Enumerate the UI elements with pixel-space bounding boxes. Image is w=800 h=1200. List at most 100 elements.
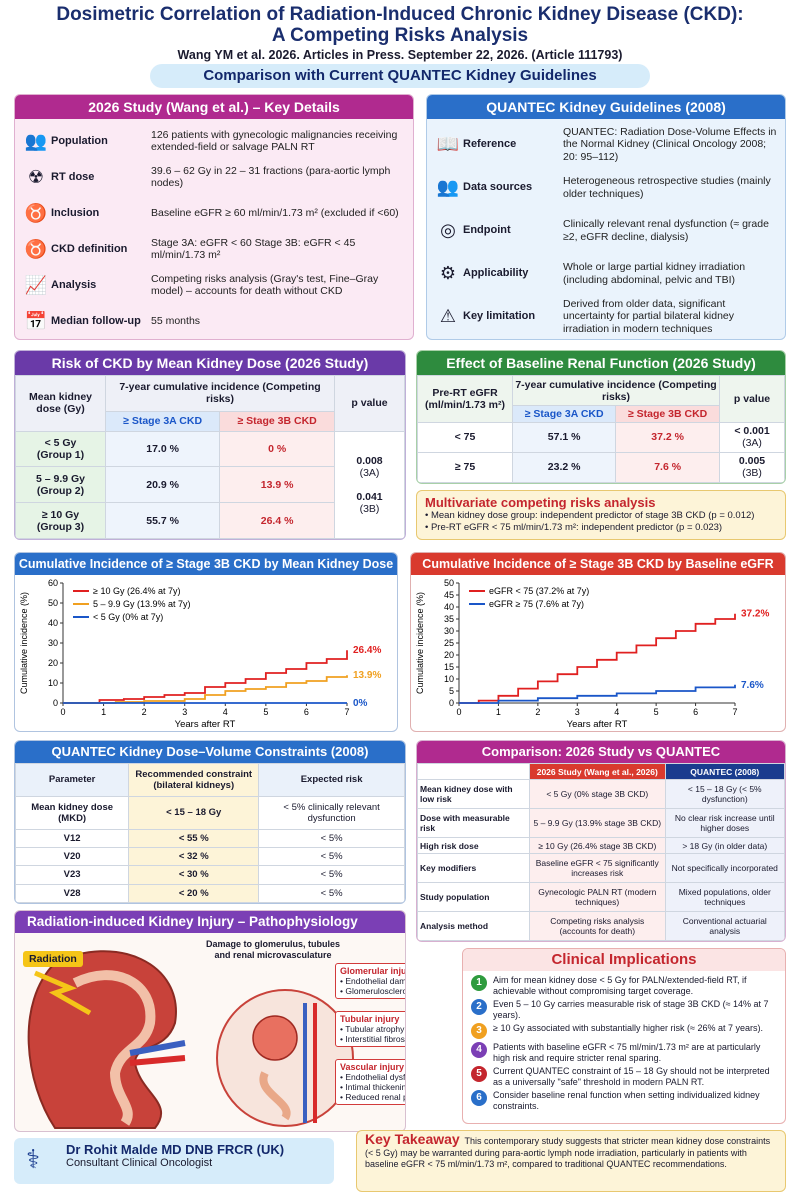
x-tick-label: 3	[182, 707, 187, 717]
comparison-quantec: Mixed populations, older techniques	[664, 882, 785, 913]
quantec-row-icon: ⚙	[439, 263, 457, 284]
implication-text: ≥ 10 Gy associated with substantially hi…	[493, 1023, 763, 1033]
x-tick-label: 4	[614, 707, 619, 717]
y-tick-label: 50	[444, 578, 454, 588]
implication-text: Patients with baseline eGFR < 75 ml/min/…	[493, 1042, 761, 1063]
glomerular-injury-box: Glomerular injury • Endothelial damage •…	[335, 963, 406, 999]
title-line-1: Dosimetric Correlation of Radiation-Indu…	[56, 4, 744, 25]
y-tick-label: 0	[449, 698, 454, 708]
x-axis-label: Years after RT	[175, 719, 236, 730]
legend-entry: eGFR ≥ 75 (7.6% at 7y)	[489, 599, 584, 609]
multivariate-box: Multivariate competing risks analysis • …	[416, 490, 786, 540]
multivariate-item-2-text: Pre-RT eGFR < 75 ml/min/1.73 m²: indepen…	[430, 522, 723, 533]
series-end-label: 26.4%	[353, 645, 381, 656]
study-row-icon: 📅	[24, 310, 48, 331]
multivariate-item-2: • Pre-RT eGFR < 75 ml/min/1.73 m²: indep…	[425, 522, 723, 533]
quantec-rows: 📖 Reference QUANTEC: Radiation Dose-Volu…	[427, 119, 785, 339]
constraint-parameter: V12	[15, 828, 130, 848]
x-tick-label: 5	[263, 707, 268, 717]
col-expected-risk: Expected risk	[258, 763, 405, 797]
table-row: Dose with measurable risk 5 – 9.9 Gy (13…	[417, 808, 785, 839]
y-tick-label: 0	[53, 698, 58, 708]
vascular-injury-item: Intimal thickening	[345, 1082, 406, 1092]
y-tick-label: 50	[48, 598, 58, 608]
multivariate-heading: Multivariate competing risks analysis	[425, 495, 656, 510]
constraint-parameter: Mean kidney dose (MKD)	[15, 795, 130, 830]
dose-group-sub: (Group 1)	[36, 449, 85, 462]
multivariate-item-1: • Mean kidney dose group: independent pr…	[425, 510, 755, 521]
study-row-value: 55 months	[151, 314, 201, 327]
list-item: 5 Current QUANTEC constraint of 15 – 18 …	[471, 1066, 777, 1087]
study-row-label: Median follow-up	[51, 314, 141, 327]
page-title: Dosimetric Correlation of Radiation-Indu…	[0, 4, 800, 46]
quantec-row-value: QUANTEC: Radiation Dose-Volume Effects i…	[563, 125, 777, 163]
implications-list: 1 Aim for mean kidney dose < 5 Gy for PA…	[463, 971, 785, 1118]
y-tick-label: 40	[48, 618, 58, 628]
chart-dose-title: Cumulative Incidence of ≥ Stage 3B CKD b…	[15, 553, 397, 575]
p-value-3b: 0.041	[356, 490, 383, 503]
stage-3b-value: 26.4 %	[219, 502, 335, 539]
study-row: ♉ Inclusion Baseline eGFR ≥ 60 ml/min/1.…	[21, 195, 407, 231]
damage-caption: Damage to glomerulus, tubules and renal …	[205, 939, 341, 960]
constraint-parameter: V28	[15, 883, 130, 903]
comparison-2026: < 5 Gy (0% stage 3B CKD)	[529, 779, 666, 810]
vascular-injury-item: Endothelial dysfunction	[345, 1072, 406, 1082]
y-tick-label: 40	[444, 602, 454, 612]
quantec-row-label: Reference	[463, 138, 517, 151]
quantec-row: 👥 Data sources Heterogeneous retrospecti…	[433, 166, 779, 209]
study-row: 📈 Analysis Competing risks analysis (Gra…	[21, 267, 407, 303]
col-quantec: QUANTEC (2008)	[664, 762, 785, 781]
x-tick-label: 2	[535, 707, 540, 717]
x-tick-label: 4	[223, 707, 228, 717]
quantec-row: 📖 Reference QUANTEC: Radiation Dose-Volu…	[433, 123, 779, 166]
quantec-row: ⚠ Key limitation Derived from older data…	[433, 295, 779, 338]
table-row: Study population Gynecologic PALN RT (mo…	[417, 882, 785, 913]
legend-entry: 5 – 9.9 Gy (13.9% at 7y)	[93, 599, 191, 609]
implication-number: 3	[471, 1023, 487, 1039]
glomerular-injury-heading: Glomerular injury	[340, 966, 406, 976]
list-item: 3 ≥ 10 Gy associated with substantially …	[471, 1023, 777, 1039]
clinical-implications-header: Clinical Implications	[463, 949, 785, 971]
constraint-parameter: V20	[15, 846, 130, 867]
comparison-quantec: > 18 Gy (in older data)	[664, 837, 785, 855]
risk-by-dose-table: Mean kidney dose (Gy) 7-year cumulative …	[15, 375, 405, 539]
col-stage-3a: ≥ Stage 3A CKD	[104, 410, 221, 432]
x-tick-label: 7	[344, 707, 349, 717]
stage-3a-value: 55.7 %	[104, 502, 221, 539]
radiation-label: Radiation	[23, 951, 83, 967]
col-pre-rt-egfr: Pre-RT eGFR (ml/min/1.73 m²)	[417, 375, 513, 423]
tubular-injury-item: Tubular atrophy	[345, 1024, 405, 1034]
stage-3b-value: 0 %	[219, 430, 335, 468]
baseline-renal-panel: Effect of Baseline Renal Function (2026 …	[416, 350, 786, 484]
chart-dose-svg: 0 1 2 3 4 5 6 7 0 10 20 30 40 50 60 Years after RT Cumul…	[19, 578, 381, 730]
baseline-p-value: < 0.001	[734, 425, 770, 438]
comparison-table: 2026 Study (Wang et al., 2026) QUANTEC (…	[417, 762, 785, 941]
col-baseline-incidence: 7-year cumulative incidence (Competing r…	[512, 374, 720, 407]
comparison-key: High risk dose	[417, 837, 530, 855]
study-row-label: CKD definition	[51, 242, 128, 255]
col-mean-kidney-dose: Mean kidney dose (Gy)	[15, 375, 106, 432]
table-row: Mean kidney dose with low risk < 5 Gy (0…	[417, 779, 785, 810]
quantec-row: ◎ Endpoint Clinically relevant renal dys…	[433, 209, 779, 252]
quantec-row-value: Derived from older data, significant unc…	[563, 297, 735, 335]
comparison-quantec: Conventional actuarial analysis	[664, 911, 785, 941]
comparison-key: Key modifiers	[417, 853, 530, 884]
study-row-icon: ♉	[24, 202, 48, 223]
study-row-value: Stage 3A: eGFR < 60 Stage 3B: eGFR < 45 …	[151, 236, 356, 262]
y-tick-label: 60	[48, 578, 58, 588]
p-value-3a: 0.008	[356, 454, 383, 467]
risk-by-dose-panel: Risk of CKD by Mean Kidney Dose (2026 St…	[14, 350, 406, 540]
implication-number: 6	[471, 1090, 487, 1106]
y-tick-label: 5	[449, 686, 454, 696]
x-tick-label: 3	[575, 707, 580, 717]
y-tick-label: 15	[444, 662, 454, 672]
quantec-guidelines-panel: QUANTEC Kidney Guidelines (2008) 📖 Refer…	[426, 94, 786, 340]
comparison-2026: ≥ 10 Gy (26.4% stage 3B CKD)	[529, 837, 666, 855]
constraint-value: < 30 %	[128, 865, 260, 885]
quantec-row-icon: 📖	[436, 134, 460, 155]
y-axis-label: Cumulative incidence (%)	[415, 592, 425, 694]
list-item: 6 Consider baseline renal function when …	[471, 1090, 777, 1111]
constraints-table: Parameter Recommended constraint (bilate…	[15, 763, 405, 903]
y-tick-label: 20	[48, 658, 58, 668]
table-row: Mean kidney dose (MKD) < 15 – 18 Gy < 5%…	[15, 795, 405, 830]
